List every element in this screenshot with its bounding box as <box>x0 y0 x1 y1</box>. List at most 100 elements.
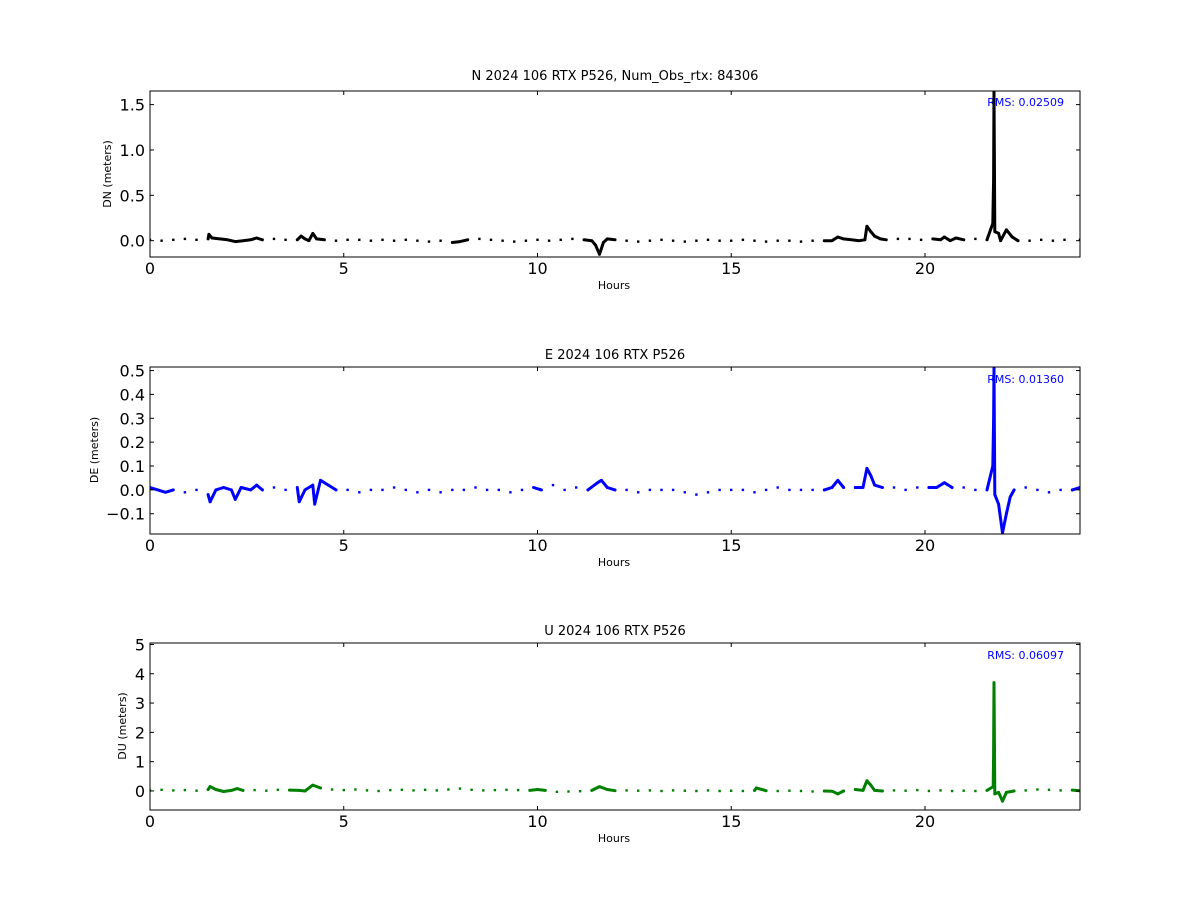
east-data <box>150 367 1080 534</box>
up-data-point <box>997 791 1000 794</box>
north-data-point <box>776 239 779 242</box>
up-data-point <box>1047 788 1051 791</box>
east-data-point <box>497 488 500 492</box>
up-data-point <box>377 789 380 793</box>
north-data-point <box>501 239 504 242</box>
up-rms-annotation: RMS: 0.06097 <box>987 649 1064 662</box>
east-data-point <box>416 491 419 494</box>
north-data-point <box>753 239 756 242</box>
east-data-point <box>706 491 710 494</box>
up-data-point <box>505 788 508 791</box>
north-data-point <box>218 237 221 241</box>
north-data-point <box>334 239 338 242</box>
north-data-point <box>451 241 454 244</box>
up-data-point <box>873 789 876 792</box>
east-data-point <box>462 488 466 492</box>
east-data-point <box>234 498 237 501</box>
up-data-point <box>236 787 239 790</box>
up-data-point <box>298 789 301 792</box>
east-data-point <box>195 488 198 492</box>
east-data-point <box>540 488 543 492</box>
up-data-point <box>799 789 803 793</box>
up-data-point <box>842 789 845 793</box>
north-data-point <box>1051 239 1055 242</box>
north-ylabel: DN (meters) <box>101 140 114 208</box>
up-data-point <box>985 789 989 792</box>
east-data-point <box>892 486 896 489</box>
east-data-point <box>1009 495 1012 499</box>
east-data-point <box>992 419 995 422</box>
north-data-point <box>315 237 318 241</box>
east-data-point <box>904 488 907 492</box>
east-xlabel: Hours <box>598 556 630 569</box>
east-data-point <box>474 486 477 489</box>
north-data-point <box>999 239 1002 242</box>
north-data-point <box>1078 238 1080 241</box>
east-data-point <box>222 486 225 489</box>
north-data-point <box>869 230 872 233</box>
east-data-point <box>358 491 361 494</box>
east-data-point <box>865 467 869 470</box>
east-data-point <box>346 488 349 492</box>
north-data-point <box>272 237 276 241</box>
north-data-point <box>571 237 574 241</box>
up-data-point <box>241 789 245 792</box>
east-data-point <box>985 488 989 492</box>
east-ytick-label: 0.2 <box>120 433 145 452</box>
north-data-point <box>830 239 834 242</box>
up-data-point <box>992 681 996 684</box>
north-data-point <box>836 235 839 239</box>
north-data-point <box>1011 235 1014 239</box>
east-data-point <box>811 488 814 492</box>
east-data-point <box>509 491 512 494</box>
north-data-point <box>865 225 869 228</box>
up-data-point <box>195 789 198 792</box>
east-data-point <box>1024 486 1027 489</box>
north-data-point <box>764 240 768 243</box>
up-data-point <box>892 789 896 792</box>
up-data-point <box>706 789 710 792</box>
north-data-point <box>648 239 652 242</box>
north-data-point <box>873 234 876 238</box>
up-data-point <box>830 790 834 793</box>
up-data-point <box>311 783 314 787</box>
north-data-point <box>992 177 995 181</box>
up-data-point <box>400 788 404 791</box>
up-data-point <box>230 789 233 792</box>
north-data-point <box>226 238 229 241</box>
east-data-point <box>1005 512 1008 515</box>
east-data-point <box>991 464 994 468</box>
east-data-point <box>869 474 872 477</box>
north-data-point <box>637 240 640 243</box>
up-data-point <box>536 788 539 791</box>
up-data-point <box>962 789 965 792</box>
east-data-point <box>156 488 159 492</box>
east-data-point <box>962 486 965 489</box>
east-xtick-label: 10 <box>527 536 547 555</box>
up-panel: U 2024 106 RTX P526 Hours DU (meters) RM… <box>116 624 1081 845</box>
east-data-point <box>613 488 617 492</box>
north-data-point <box>160 239 163 242</box>
east-data-point <box>334 488 338 492</box>
east-xtick-label: 15 <box>721 536 741 555</box>
up-data-point <box>788 789 791 792</box>
east-data-point <box>741 488 745 492</box>
north-data <box>150 91 1080 256</box>
east-axes-frame <box>149 366 1081 535</box>
north-panel: N 2024 106 RTX P526, Num_Obs_rtx: 84306 … <box>101 69 1081 292</box>
up-data-point <box>861 789 865 792</box>
up-data-point <box>1071 788 1074 792</box>
north-data-point <box>207 233 211 236</box>
east-data-point <box>943 481 946 484</box>
north-data-point <box>695 239 698 242</box>
east-data-point <box>1036 488 1039 492</box>
up-data-point <box>1001 800 1004 803</box>
north-data-point <box>478 237 481 241</box>
up-xtick-label: 0 <box>145 812 155 831</box>
east-data-point <box>1059 488 1062 492</box>
north-data-point <box>931 237 934 241</box>
up-data-point <box>881 789 884 793</box>
up-data-point <box>1024 789 1027 792</box>
north-data-point <box>559 238 562 241</box>
